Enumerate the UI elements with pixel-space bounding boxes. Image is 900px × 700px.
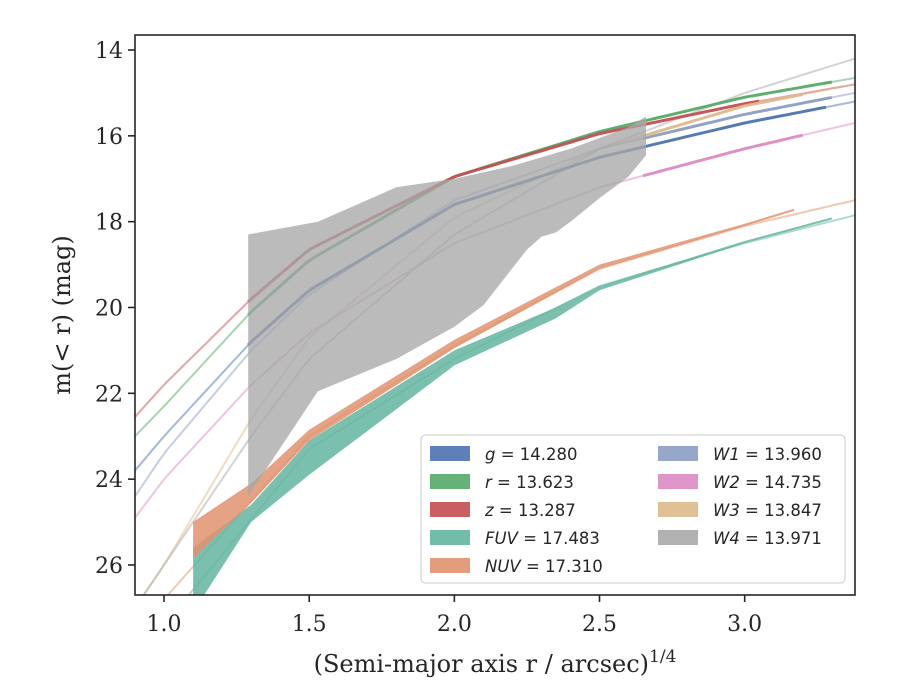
legend-label-r: r = 13.623 [485,473,574,492]
legend-label-g: g = 14.280 [485,445,578,464]
x-tick-label: 3.0 [727,612,762,637]
x-axis-label-superscript: 1/4 [649,647,676,667]
y-tick-label: 20 [95,296,123,321]
x-axis-ticks: 1.0 1.5 2.0 2.5 3.0 [147,595,762,637]
legend: g = 14.280 r = 13.623 z = 13.287 FUV = 17.4… [420,434,846,584]
y-tick-label: 18 [95,211,123,236]
legend-label-w1: W1 = 13.960 [713,445,822,464]
measured-curve-w2 [642,133,804,178]
legend-swatch-w3 [658,502,698,517]
x-tick-label: 2.0 [437,612,472,637]
legend-frame [420,434,846,584]
y-tick-label: 24 [95,468,123,493]
legend-swatch-fuv [430,530,470,545]
legend-label-w2: W2 = 14.735 [713,473,822,492]
legend-swatch-r [430,474,470,489]
x-tick-label: 1.0 [147,612,182,637]
measured-bands-layer [193,80,833,595]
legend-swatch-nuv [430,558,470,573]
x-tick-label: 1.5 [292,612,327,637]
legend-label-fuv: FUV = 17.483 [485,529,600,548]
legend-label-w4: W4 = 13.971 [713,529,822,548]
measured-curve-w1 [642,95,833,140]
y-tick-label: 16 [95,125,123,150]
x-tick-label: 2.5 [582,612,617,637]
legend-swatch-z [430,502,470,517]
y-axis-label: m(< r) (mag) [48,235,76,394]
y-axis-ticks: 14 16 18 20 22 24 26 [95,39,135,579]
y-tick-label: 26 [95,554,123,579]
legend-swatch-g [430,446,470,461]
legend-swatch-w4 [658,530,698,545]
legend-label-z: z = 13.287 [484,501,576,520]
y-tick-label: 14 [95,39,123,64]
legend-swatch-w1 [658,446,698,461]
measured-curve-w3 [642,93,804,138]
legend-label-nuv: NUV = 17.310 [485,557,603,576]
y-tick-label: 22 [95,382,123,407]
plot-frame [134,34,856,596]
uncertainty-band-w4 [248,116,646,497]
legend-swatch-w2 [658,474,698,489]
plot-area [135,57,855,595]
x-axis-label: (Semi-major axis r / arcsec)1/4 [314,647,677,678]
legend-label-w3: W3 = 13.847 [713,501,822,520]
